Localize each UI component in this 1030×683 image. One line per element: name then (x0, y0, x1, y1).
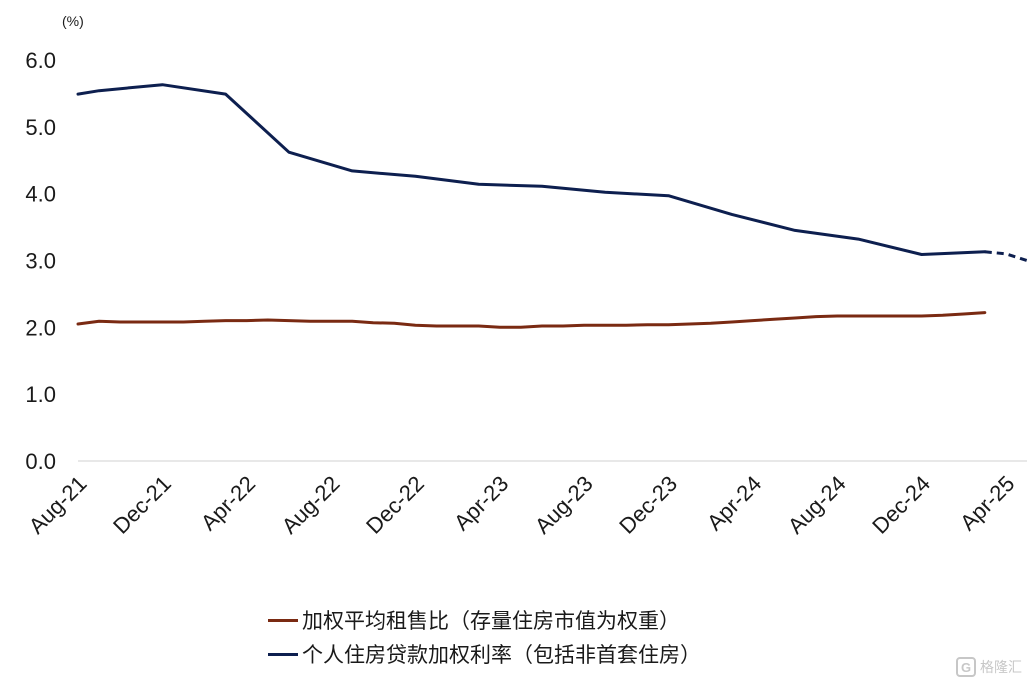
legend-label-mortgage-rate: 个人住房贷款加权利率（包括非首套住房） (302, 643, 701, 667)
y-tick-label: 5.0 (25, 115, 56, 140)
x-tick-label: Aug-24 (783, 471, 851, 539)
y-tick-label: 6.0 (25, 48, 56, 73)
series-layer (76, 83, 1028, 329)
legend-item-mortgage-rate: 个人住房贷款加权利率（包括非首套住房） (268, 637, 868, 671)
x-tick-label: Dec-24 (867, 471, 935, 539)
legend: 加权平均租售比（存量住房市值为权重） 个人住房贷款加权利率（包括非首套住房） (268, 603, 868, 671)
x-tick-label: Dec-21 (108, 471, 176, 539)
x-tick-label: Dec-22 (361, 471, 429, 539)
legend-label-rent-price-ratio: 加权平均租售比（存量住房市值为权重） (302, 609, 680, 633)
watermark-logo-icon: G (956, 657, 976, 677)
x-tick-label: Apr-24 (702, 471, 766, 535)
y-tick-label: 3.0 (25, 249, 56, 274)
watermark: G 格隆汇 (956, 657, 1022, 677)
y-tick-label: 1.0 (25, 382, 56, 407)
x-axis-ticks: Aug-21 Dec-21 Apr-22 Aug-22 Dec-22 Apr-23 Aug-… (24, 471, 1020, 539)
watermark-text: 格隆汇 (980, 660, 1022, 676)
series-line-rent-price-ratio (76, 311, 987, 329)
legend-item-rent-price-ratio: 加权平均租售比（存量住房市值为权重） (268, 603, 868, 637)
y-tick-label: 0.0 (25, 449, 56, 474)
y-tick-label: 4.0 (25, 182, 56, 207)
x-tick-label: Aug-22 (277, 471, 345, 539)
legend-swatch-mortgage-rate (268, 652, 298, 656)
x-tick-label: Apr-25 (955, 471, 1019, 535)
legend-swatch-rent-price-ratio (268, 618, 298, 622)
x-tick-label: Dec-23 (614, 471, 682, 539)
series-line-mortgage-rate (76, 83, 987, 256)
y-axis-ticks: 0.0 1.0 2.0 3.0 4.0 5.0 6.0 (25, 48, 56, 474)
y-tick-label: 2.0 (25, 315, 56, 340)
x-tick-label: Apr-22 (196, 471, 260, 535)
x-tick-label: Aug-21 (24, 471, 92, 539)
series-line-mortgage-rate-projected (984, 250, 1028, 262)
unit-label: (%) (62, 13, 84, 29)
x-tick-label: Aug-23 (530, 471, 598, 539)
x-tick-label: Apr-23 (449, 471, 513, 535)
